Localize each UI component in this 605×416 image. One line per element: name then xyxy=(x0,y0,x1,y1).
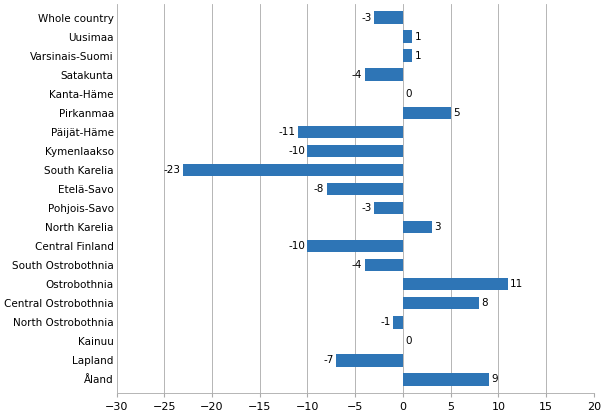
Text: 9: 9 xyxy=(491,374,498,384)
Text: 1: 1 xyxy=(415,51,422,61)
Bar xyxy=(403,278,508,290)
Text: 3: 3 xyxy=(434,222,440,232)
Text: 11: 11 xyxy=(510,279,523,289)
Text: 5: 5 xyxy=(453,108,460,118)
Bar xyxy=(403,297,479,310)
Text: -7: -7 xyxy=(323,355,334,365)
Bar xyxy=(365,69,403,81)
Text: -4: -4 xyxy=(352,260,362,270)
Text: -10: -10 xyxy=(288,146,305,156)
Bar xyxy=(365,259,403,271)
Text: 0: 0 xyxy=(405,337,412,347)
Bar xyxy=(403,221,431,233)
Text: -23: -23 xyxy=(164,165,181,175)
Bar xyxy=(307,240,403,253)
Text: -4: -4 xyxy=(352,69,362,79)
Text: -3: -3 xyxy=(362,203,372,213)
Bar xyxy=(403,106,451,119)
Bar xyxy=(393,316,403,329)
Text: -1: -1 xyxy=(381,317,391,327)
Text: 0: 0 xyxy=(405,89,412,99)
Bar xyxy=(374,11,403,24)
Text: -11: -11 xyxy=(278,127,295,137)
Text: -8: -8 xyxy=(314,184,324,194)
Text: -10: -10 xyxy=(288,241,305,251)
Text: 8: 8 xyxy=(482,298,488,308)
Bar xyxy=(327,183,403,195)
Bar xyxy=(403,50,413,62)
Bar xyxy=(374,202,403,214)
Bar xyxy=(298,126,403,138)
Bar xyxy=(403,30,413,43)
Bar xyxy=(307,145,403,157)
Bar xyxy=(183,164,403,176)
Bar xyxy=(336,354,403,366)
Text: 1: 1 xyxy=(415,32,422,42)
Bar xyxy=(403,373,489,386)
Text: -3: -3 xyxy=(362,12,372,22)
